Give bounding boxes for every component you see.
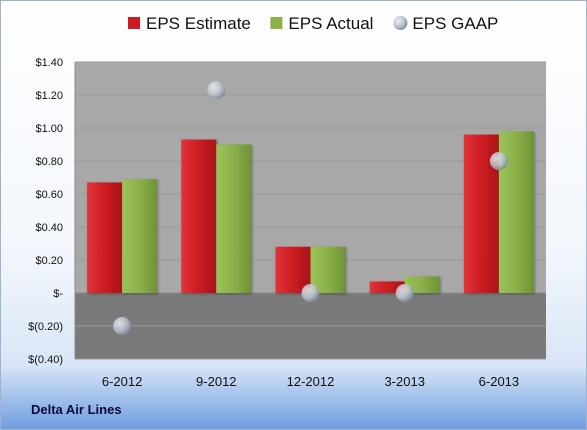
eps-estimate-bar bbox=[181, 139, 217, 293]
eps-gaap-point bbox=[113, 317, 132, 335]
legend-label: EPS Estimate bbox=[146, 14, 251, 33]
eps-actual-bar bbox=[216, 144, 252, 293]
eps-actual-bar bbox=[122, 179, 158, 293]
legend-eps-gaap: EPS GAAP bbox=[393, 14, 498, 33]
eps-gaap-point bbox=[395, 284, 414, 302]
legend-square-icon bbox=[270, 17, 283, 29]
y-tick-label: $1.40 bbox=[35, 57, 63, 69]
legend-label: EPS Actual bbox=[288, 14, 373, 33]
x-tick-label: 6-2012 bbox=[102, 374, 142, 389]
y-tick-label: $0.60 bbox=[35, 189, 63, 201]
legend-eps-actual: EPS Actual bbox=[270, 14, 373, 33]
y-tick-label: $0.40 bbox=[35, 222, 63, 234]
y-tick-label: $0.80 bbox=[35, 156, 63, 168]
legend-circle-icon bbox=[393, 16, 408, 30]
eps-estimate-bar bbox=[369, 281, 405, 293]
y-tick-label: $(0.20) bbox=[28, 321, 63, 333]
eps-actual-bar bbox=[404, 276, 440, 293]
x-tick-label: 12-2012 bbox=[287, 374, 335, 389]
y-tick-label: $1.00 bbox=[35, 123, 63, 135]
x-tick-label: 3-2013 bbox=[384, 374, 424, 389]
eps-estimate-bar bbox=[275, 246, 311, 293]
legend-eps-estimate: EPS Estimate bbox=[128, 14, 251, 33]
eps-gaap-point bbox=[489, 152, 508, 170]
y-tick-label: $0.20 bbox=[35, 255, 63, 267]
eps-actual-bar bbox=[310, 246, 346, 293]
eps-gaap-point bbox=[301, 284, 320, 302]
x-tick-label: 9-2012 bbox=[196, 374, 236, 389]
y-tick-label: $- bbox=[53, 288, 63, 300]
eps-estimate-bar bbox=[87, 182, 123, 293]
legend-label: EPS GAAP bbox=[412, 14, 498, 33]
y-tick-label: $1.20 bbox=[35, 90, 63, 102]
company-name: Delta Air Lines bbox=[31, 402, 122, 417]
eps-gaap-point bbox=[207, 81, 226, 100]
legend-square-icon bbox=[128, 17, 140, 29]
x-tick-label: 6-2013 bbox=[479, 374, 519, 389]
y-tick-label: $(0.40) bbox=[28, 354, 63, 366]
